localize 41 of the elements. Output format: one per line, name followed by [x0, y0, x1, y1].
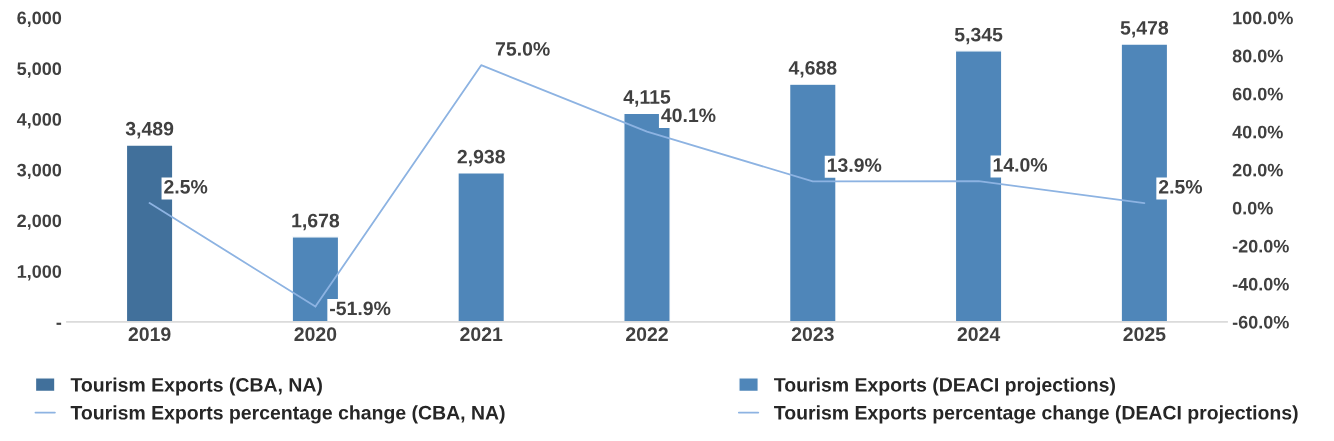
- y2-tick-label: 20.0%: [1232, 163, 1283, 177]
- y2-tick-label: 60.0%: [1232, 87, 1283, 101]
- data-label: 13.9%: [827, 158, 882, 173]
- x-tick-label: 2025: [1123, 327, 1166, 342]
- data-label: 2.5%: [164, 179, 208, 194]
- x-tick-label: 2023: [791, 327, 834, 342]
- y-tick-label: 5,000: [17, 62, 62, 78]
- y2-tick-label: -60.0%: [1232, 315, 1289, 329]
- data-label: 75.0%: [495, 42, 550, 56]
- data-label: 2,938: [457, 149, 505, 167]
- y-tick-label: 4,000: [16, 113, 62, 129]
- legend-label: Tourism Exports (DEACI projections): [774, 377, 1115, 396]
- x-tick-label: 2024: [957, 327, 1001, 342]
- data-label: 2.5%: [1158, 179, 1203, 194]
- x-tick-label: 2019: [128, 327, 171, 342]
- data-label: 4,688: [788, 61, 837, 78]
- y2-tick-label: 0.0%: [1232, 201, 1273, 215]
- y-tick-label: 6,000: [17, 11, 62, 27]
- y2-tick-label: -20.0%: [1232, 239, 1289, 253]
- data-label: 5,478: [1120, 20, 1169, 38]
- data-label: 1,678: [292, 213, 340, 231]
- x-tick-label: 2021: [460, 327, 503, 342]
- data-label: -51.9%: [330, 301, 391, 316]
- y-tick-label: 2,000: [17, 214, 62, 230]
- x-tick-label: 2020: [294, 327, 337, 342]
- data-label: 5,345: [954, 27, 1003, 45]
- data-label: 14.0%: [993, 158, 1048, 172]
- data-label: 3,489: [125, 121, 174, 139]
- data-label: 40.1%: [661, 108, 716, 123]
- y-tick-label: 3,000: [17, 163, 62, 180]
- y2-tick-label: 100.0%: [1233, 11, 1293, 25]
- legend-label: Tourism Exports (CBA, NA): [70, 377, 322, 396]
- legend-label: Tourism Exports percentage change (CBA, NA): [70, 405, 505, 424]
- y-tick-label: -: [56, 322, 62, 325]
- y2-tick-label: 40.0%: [1232, 125, 1283, 139]
- data-label: 4,115: [623, 90, 671, 107]
- x-tick-label: 2022: [626, 327, 668, 342]
- y-tick-label: 1,000: [17, 265, 62, 281]
- y2-tick-label: -40.0%: [1232, 277, 1289, 291]
- y2-tick-label: 80.0%: [1232, 49, 1283, 63]
- legend-label: Tourism Exports percentage change (DEACI projections): [774, 405, 1298, 424]
